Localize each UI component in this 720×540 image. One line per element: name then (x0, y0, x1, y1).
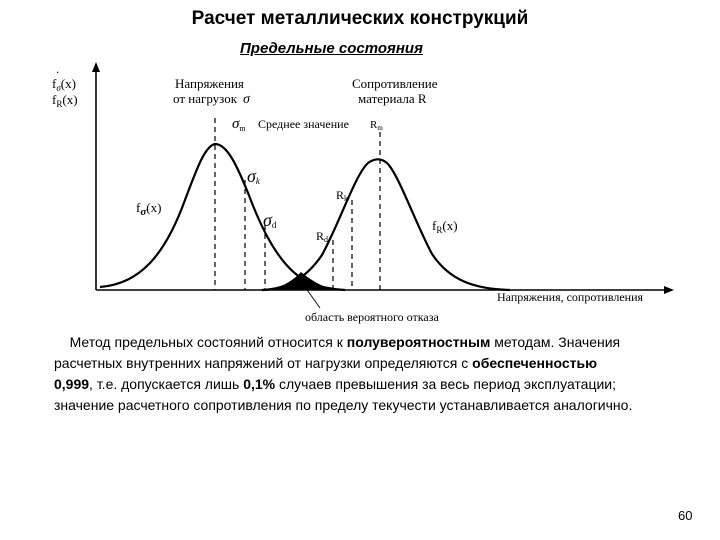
load-distribution-curve (99, 142, 346, 292)
mean-value-label: Среднее значение (258, 117, 349, 131)
failure-pointer (299, 279, 321, 309)
para-bold-percent: 0,1% (243, 376, 276, 392)
f-sigma-curve-label: fσ(x) (136, 200, 161, 218)
para-text-4: случаев превышения за весь период эксплу… (54, 376, 633, 413)
y-label-f-sigma: fσ(x) (52, 76, 76, 93)
x-axis-arrow (664, 286, 674, 294)
description-paragraph: Метод предельных состояний относится к п… (54, 332, 634, 416)
resistance-distribution-curve (261, 158, 511, 292)
load-title-line1: Напряжения (175, 76, 244, 91)
para-text-2: методам. Значения расчетных внутренних н… (54, 334, 621, 371)
y-label-f-r: fR(x) (52, 92, 78, 109)
para-text-1: Метод предельных состояний относится к (69, 334, 347, 350)
failure-region-label: область вероятного отказа (305, 310, 439, 324)
x-axis-label: Напряжения, сопротивления (497, 290, 644, 304)
sigma-m-label: σm (232, 116, 246, 133)
para-text-3: , т.е. допускается лишь (89, 376, 244, 392)
limit-states-diagram: fσ(x) fR(x) Напряжения от нагрузок σ Сопр… (52, 62, 674, 324)
page-number: 60 (678, 508, 693, 523)
slide-title: Расчет металлических конструкций (191, 8, 529, 29)
sigma-k-label: σk (247, 166, 261, 186)
para-bold-semiprob: полувероятностным (346, 334, 491, 350)
para-bold-reliability: обеспеченностью 0,999 (54, 355, 598, 392)
resist-title-line1: Сопротивление (352, 76, 438, 91)
sigma-d-label: σd (263, 210, 277, 230)
load-title-line2: от нагрузок σ (173, 91, 251, 107)
resist-title-line2: материала R (358, 91, 427, 106)
slide-subtitle: Предельные состояния (240, 40, 423, 57)
r-k-label: Rk (336, 188, 348, 203)
bullet-dot: . (56, 62, 60, 76)
r-m-label: Rm (370, 119, 383, 132)
f-r-curve-label: fR(x) (432, 218, 458, 235)
r-d-label: Rd (316, 229, 328, 244)
y-axis-arrow (92, 62, 100, 72)
